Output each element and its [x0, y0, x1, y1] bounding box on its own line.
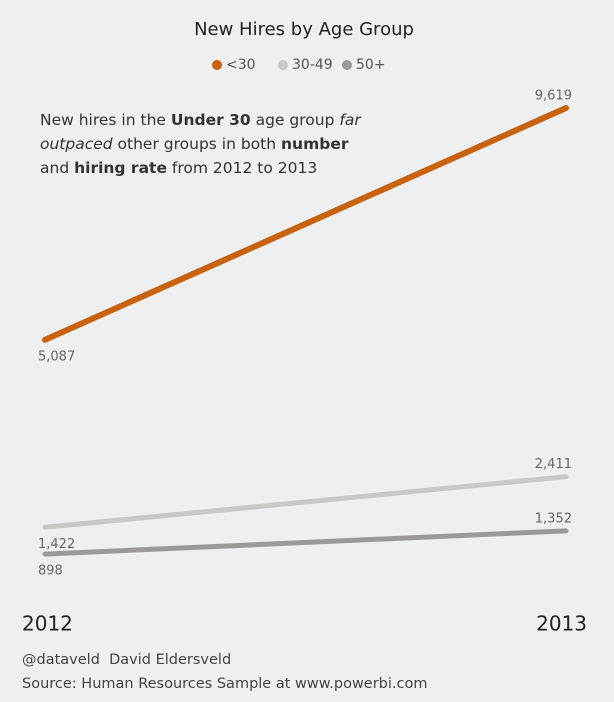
value-label: 2,411	[535, 457, 572, 472]
annotation-part: other groups in both	[112, 135, 281, 153]
x-tick-label: 2012	[22, 612, 73, 636]
annotation-part: from 2012 to 2013	[166, 159, 318, 177]
legend-marker	[342, 60, 352, 70]
value-label: 1,422	[38, 537, 75, 552]
series-line	[42, 528, 569, 557]
annotation-part: and	[40, 159, 75, 177]
series-line	[42, 105, 569, 343]
footer-source: Source: Human Resources Sample at www.po…	[22, 676, 428, 692]
value-label: 1,352	[535, 511, 572, 526]
value-label: 898	[38, 564, 63, 579]
footer-credit: @dataveld David Eldersveld	[22, 652, 232, 668]
annotation-part: number	[281, 135, 349, 153]
value-label: 5,087	[38, 349, 75, 364]
annotation-part: Under 30	[170, 111, 251, 129]
annotation-part: age group	[250, 111, 340, 129]
legend-marker	[212, 60, 222, 70]
chart-title: New Hires by Age Group	[194, 19, 414, 40]
series-line	[42, 474, 569, 530]
annotation: New hires in the Under 30 age group far …	[40, 108, 370, 180]
x-tick-label: 2013	[536, 612, 587, 636]
legend-label: <30	[226, 57, 256, 73]
legend-label: 50+	[356, 57, 386, 73]
value-label: 9,619	[535, 89, 572, 104]
legend-marker	[278, 60, 288, 70]
legend-label: 30-49	[292, 57, 333, 73]
annotation-part: far outpaced	[40, 111, 361, 153]
annotation-part: New hires in the	[40, 111, 171, 129]
annotation-part: hiring rate	[74, 159, 167, 177]
